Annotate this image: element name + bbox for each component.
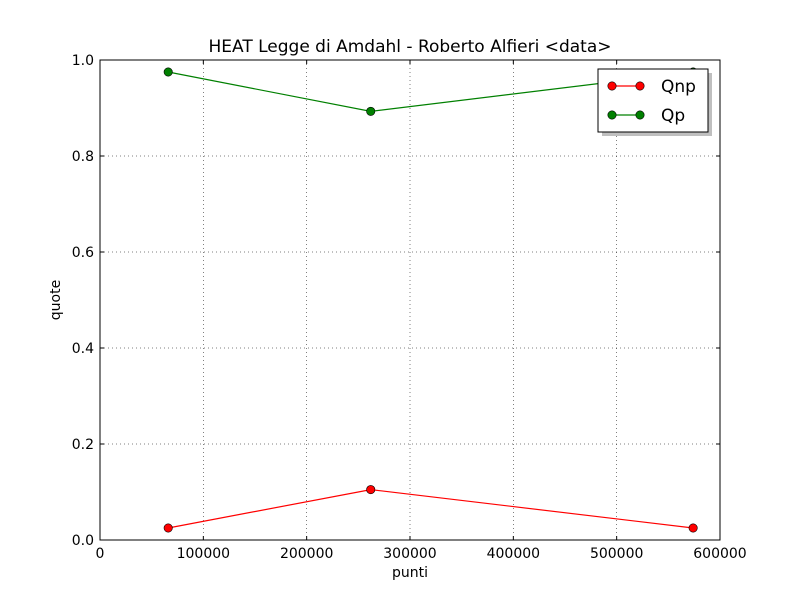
x-axis-label: punti — [392, 565, 428, 581]
y-axis-label: quote — [48, 280, 64, 320]
data-point-qnp — [366, 485, 376, 495]
y-tick-label: 0.4 — [72, 341, 94, 357]
grid — [100, 60, 720, 540]
x-tick-label: 100000 — [177, 546, 230, 562]
x-tick-label: 600000 — [693, 546, 746, 562]
legend-marker-qnp — [607, 81, 617, 91]
legend-marker-qp — [607, 110, 617, 120]
legend: Qnp Qp — [597, 68, 712, 136]
legend-box — [597, 68, 709, 133]
series-layer — [163, 67, 698, 533]
x-tick-label: 400000 — [487, 546, 540, 562]
data-point-qnp — [688, 523, 698, 533]
y-tick-label: 0.8 — [72, 149, 94, 165]
ticks: 0 100000 200000 300000 400000 500000 600000 0.0… — [72, 53, 747, 562]
data-point-qnp — [163, 523, 173, 533]
legend-marker-qnp — [635, 81, 645, 91]
legend-label-qnp: Qnp — [661, 77, 696, 97]
x-tick-label: 0 — [96, 546, 105, 562]
data-point-qp — [366, 106, 376, 116]
x-tick-label: 500000 — [590, 546, 643, 562]
y-tick-label: 0.0 — [72, 533, 94, 549]
x-tick-label: 200000 — [280, 546, 333, 562]
data-point-qp — [163, 67, 173, 77]
x-tick-label: 300000 — [383, 546, 436, 562]
legend-marker-qp — [635, 110, 645, 120]
y-tick-label: 0.2 — [72, 437, 94, 453]
y-tick-label: 0.6 — [72, 245, 94, 261]
legend-label-qp: Qp — [661, 106, 685, 126]
y-tick-label: 1.0 — [72, 53, 94, 69]
chart-title: HEAT Legge di Amdahl - Roberto Alfieri <… — [208, 37, 611, 57]
